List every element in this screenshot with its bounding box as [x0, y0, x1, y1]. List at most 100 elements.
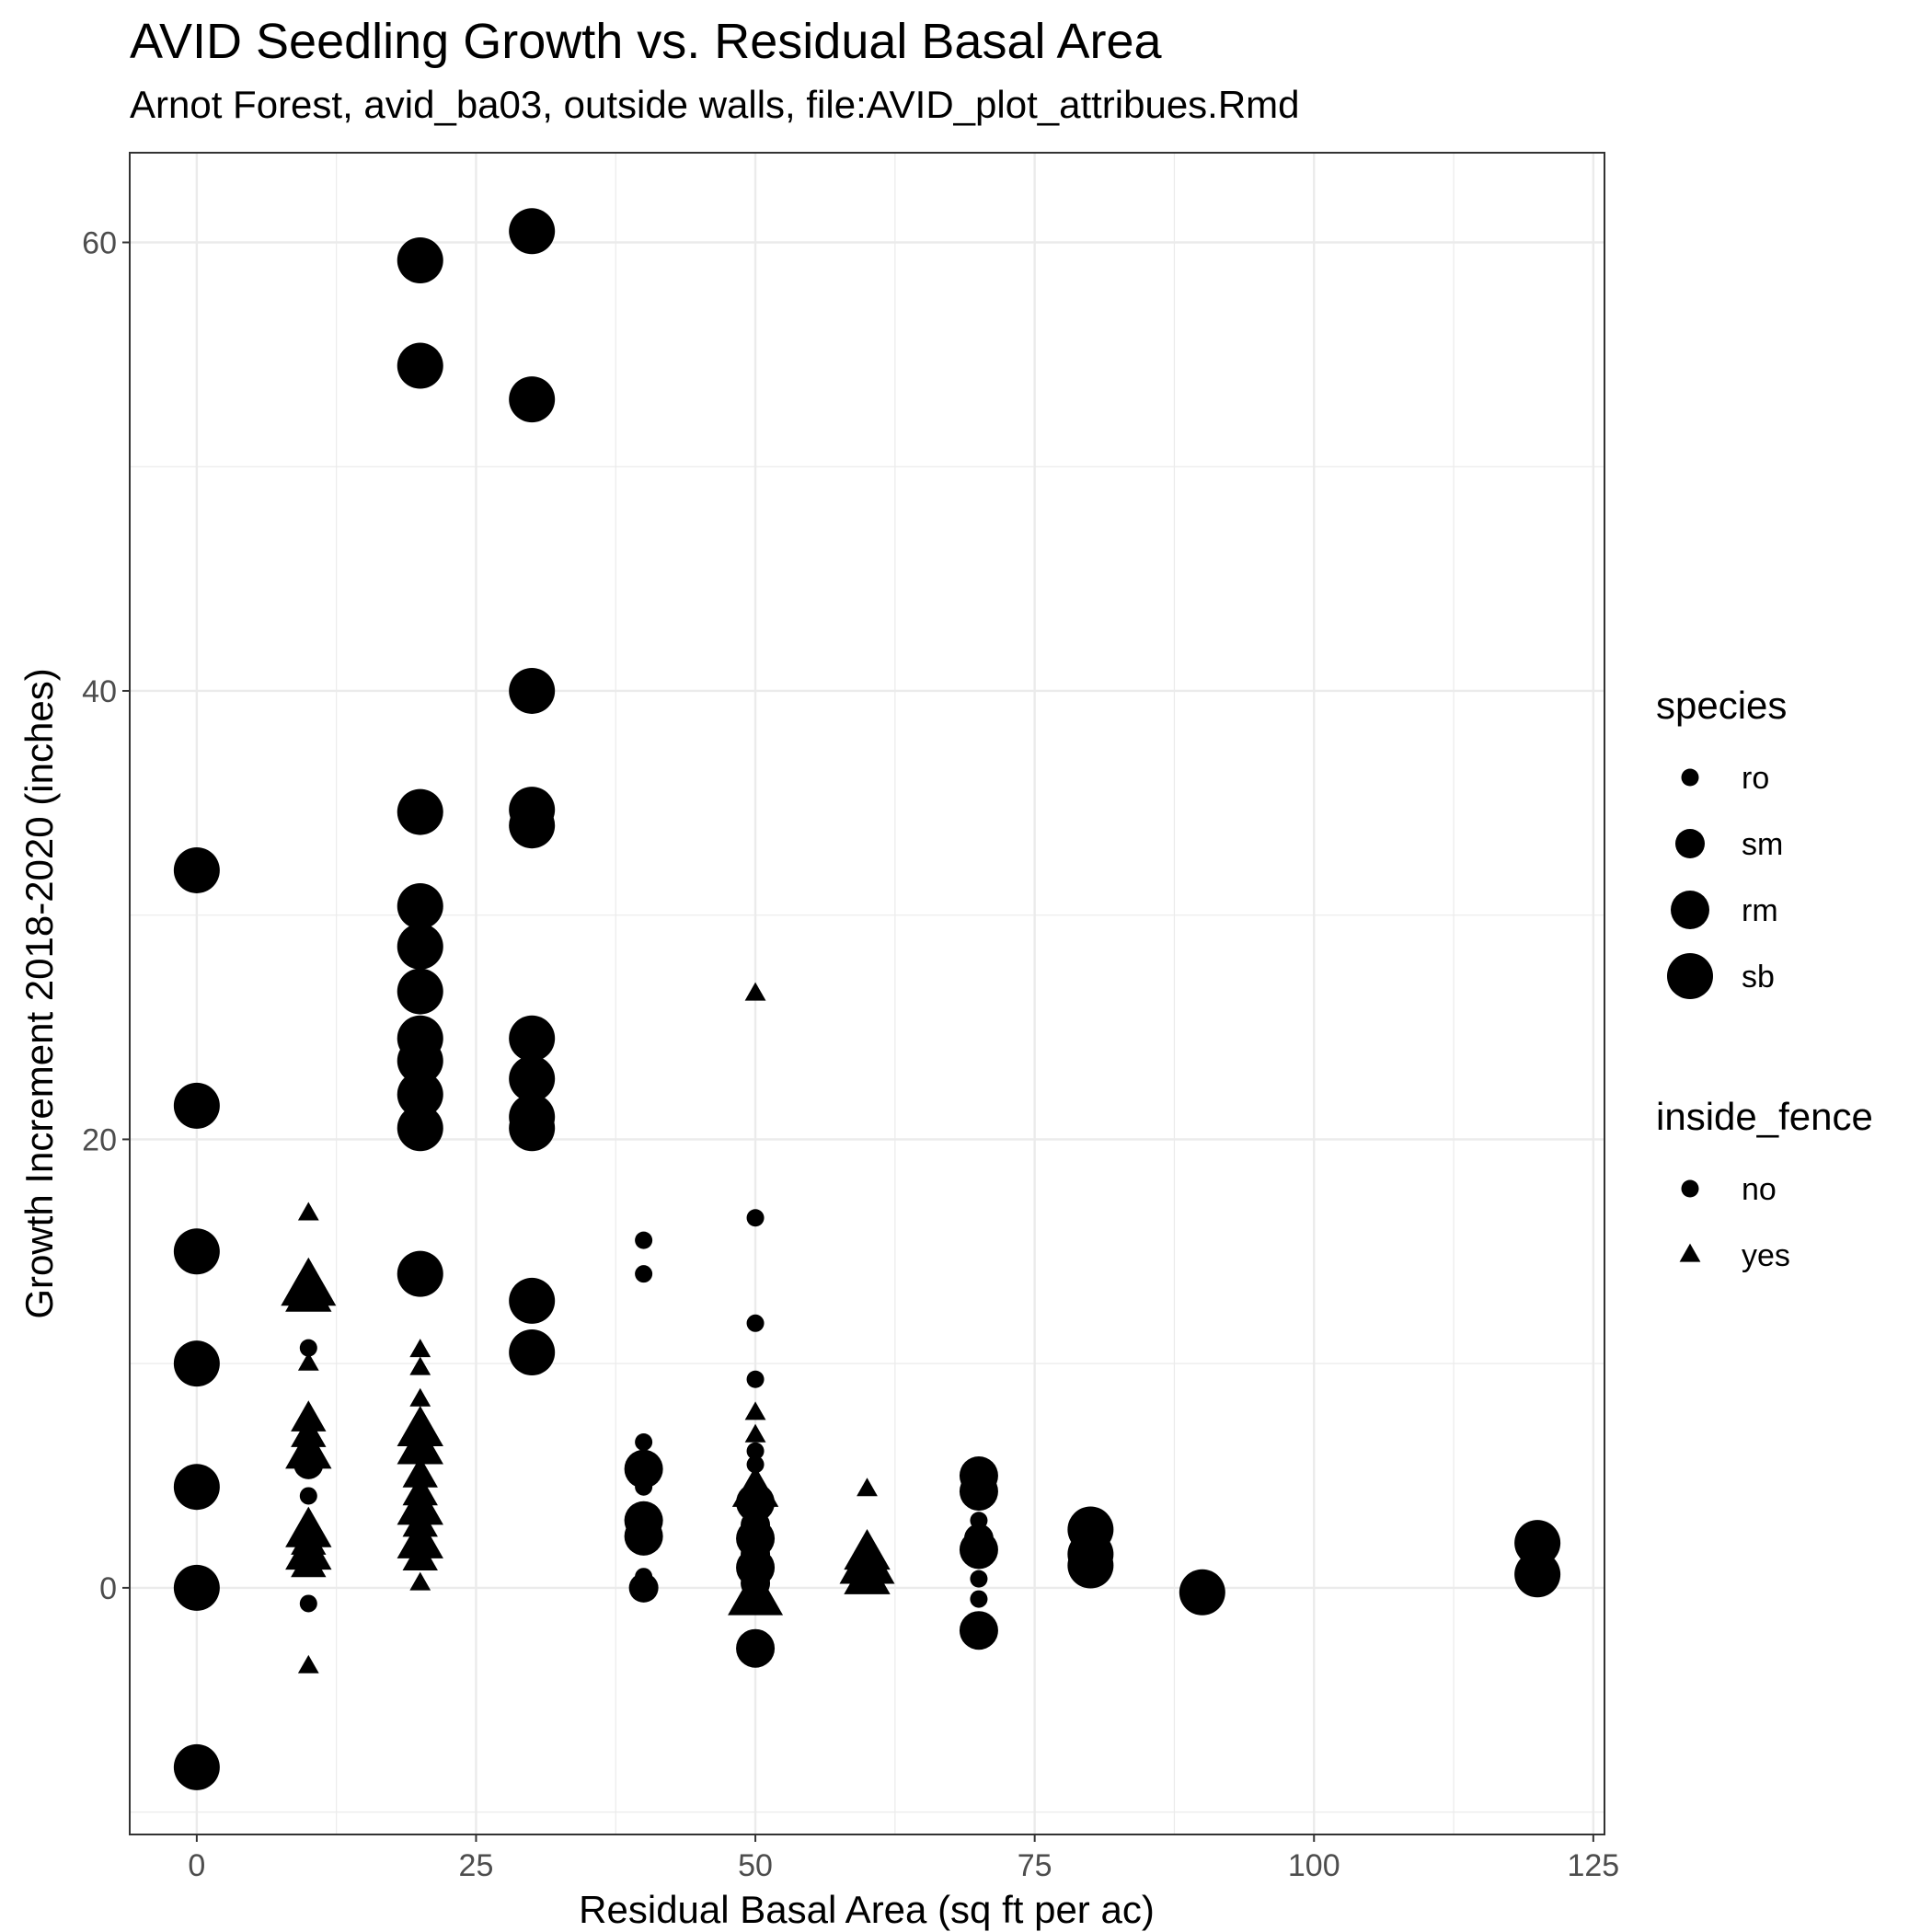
data-point [746, 1370, 765, 1388]
legend-label-no: no [1742, 1172, 1777, 1207]
data-point [397, 1423, 443, 1465]
legend-label-rm: rm [1742, 893, 1778, 928]
legend-title-species: species [1656, 684, 1787, 727]
legend-title-inside-fence: inside_fence [1656, 1095, 1873, 1138]
x-tick-label: 75 [1018, 1848, 1052, 1883]
legend-key-sb [1667, 953, 1713, 999]
legend-label-yes: yes [1742, 1238, 1790, 1273]
legend-key-rm [1671, 891, 1709, 929]
data-point [744, 1401, 766, 1420]
data-point [857, 1478, 878, 1497]
legend-key-sm [1675, 829, 1705, 858]
data-point [736, 1483, 776, 1523]
data-points [173, 208, 1561, 1790]
legend-key-yes [1679, 1243, 1701, 1262]
data-point [635, 1478, 653, 1496]
data-point [291, 1546, 327, 1578]
chart-subtitle: Arnot Forest, avid_ba03, outside walls, … [130, 83, 1300, 126]
data-point [299, 1487, 317, 1505]
data-point [173, 1228, 220, 1275]
y-tick-label: 60 [82, 225, 117, 260]
data-point [635, 1231, 653, 1249]
data-point [1067, 1542, 1114, 1589]
data-point [397, 788, 443, 835]
data-point [402, 1539, 438, 1570]
data-point [173, 846, 220, 893]
legend-label-sb: sb [1742, 960, 1775, 995]
legend-label-sm: sm [1742, 827, 1783, 862]
x-tick-label: 50 [738, 1848, 773, 1883]
data-point [402, 1456, 438, 1488]
data-point [173, 1564, 220, 1611]
data-point [409, 1571, 431, 1591]
legend-label-ro: ro [1742, 761, 1769, 796]
data-point [297, 1654, 319, 1673]
data-point [409, 1339, 431, 1358]
data-point [635, 1265, 653, 1283]
data-point [744, 982, 766, 1001]
data-point [285, 1271, 332, 1312]
x-tick-label: 0 [188, 1848, 205, 1883]
data-point [736, 1628, 776, 1668]
data-point [397, 342, 443, 389]
data-point [297, 1202, 319, 1221]
data-point [635, 1432, 653, 1451]
data-point [397, 923, 443, 970]
data-point [509, 1277, 556, 1324]
x-tick-label: 100 [1288, 1848, 1340, 1883]
data-point [397, 1250, 443, 1297]
data-point [744, 1423, 766, 1443]
y-tick-label: 40 [82, 674, 117, 709]
y-tick-label: 20 [82, 1122, 117, 1157]
data-point [844, 1553, 891, 1594]
data-point [509, 1055, 556, 1102]
data-point [397, 968, 443, 1015]
x-axis-title: Residual Basal Area (sq ft per ac) [579, 1888, 1155, 1931]
data-point [299, 1594, 317, 1613]
data-point [728, 1567, 784, 1616]
data-point [293, 1449, 324, 1479]
x-tick-label: 125 [1567, 1848, 1619, 1883]
data-point [959, 1611, 998, 1650]
data-point [746, 1442, 765, 1460]
data-point [409, 1387, 431, 1407]
x-tick-label: 25 [459, 1848, 494, 1883]
data-point [397, 236, 443, 283]
data-point [173, 1340, 220, 1387]
data-point [959, 1472, 998, 1512]
axis-ticks: 0 25 50 75 100 125 0 20 40 60 [82, 225, 1619, 1883]
plot-border [129, 152, 1605, 1835]
data-point [173, 1082, 220, 1129]
data-point [509, 1015, 556, 1062]
data-point [509, 802, 556, 849]
data-point [173, 1464, 220, 1511]
data-point [970, 1590, 988, 1608]
y-tick-label: 0 [99, 1571, 117, 1606]
data-point [959, 1530, 998, 1570]
data-point [397, 1484, 443, 1525]
data-point [297, 1351, 319, 1371]
data-point [970, 1570, 988, 1588]
data-point [291, 1400, 327, 1432]
data-point [624, 1449, 663, 1489]
data-point [397, 1038, 443, 1085]
data-point [509, 208, 556, 255]
data-point [746, 1209, 765, 1227]
data-point [624, 1516, 663, 1556]
data-point [173, 1743, 220, 1790]
data-point [746, 1314, 765, 1332]
data-point [397, 882, 443, 929]
data-point [409, 1356, 431, 1375]
data-point [509, 1328, 556, 1375]
data-point [746, 1455, 765, 1474]
data-point [509, 667, 556, 714]
data-point [509, 376, 556, 423]
data-point [1514, 1551, 1561, 1598]
data-point [397, 1071, 443, 1118]
data-point [1179, 1569, 1225, 1616]
data-point [628, 1572, 659, 1603]
data-point [397, 1105, 443, 1152]
legend-key-ro [1681, 768, 1699, 787]
